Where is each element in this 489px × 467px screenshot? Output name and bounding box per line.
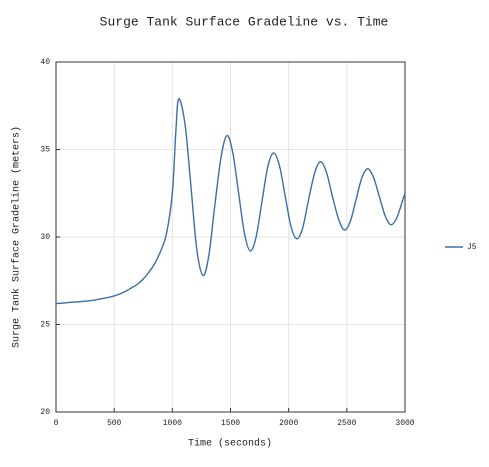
y-axis-label: Surge Tank Surface Gradeline (meters) [11, 126, 23, 348]
y-tick-label: 35 [40, 146, 50, 155]
chart-title: Surge Tank Surface Gradeline vs. Time [100, 14, 389, 29]
line-series [55, 98, 406, 305]
x-tick-label: 3000 [395, 419, 414, 428]
x-tick-label: 0 [54, 419, 59, 428]
plot-frame [55, 61, 406, 413]
x-tick-label: 2500 [337, 419, 356, 428]
x-tick-label: 1000 [163, 419, 182, 428]
x-tick-label: 2000 [279, 419, 298, 428]
y-tick-label: 40 [40, 58, 50, 67]
legend-label: J5 [467, 243, 477, 252]
x-tick-label: 1500 [221, 419, 240, 428]
x-axis-label: Time (seconds) [188, 438, 272, 450]
x-tick-label: 500 [107, 419, 122, 428]
y-tick-label: 20 [40, 408, 50, 417]
y-tick-label: 25 [40, 321, 50, 330]
y-tick-label: 30 [40, 233, 50, 242]
